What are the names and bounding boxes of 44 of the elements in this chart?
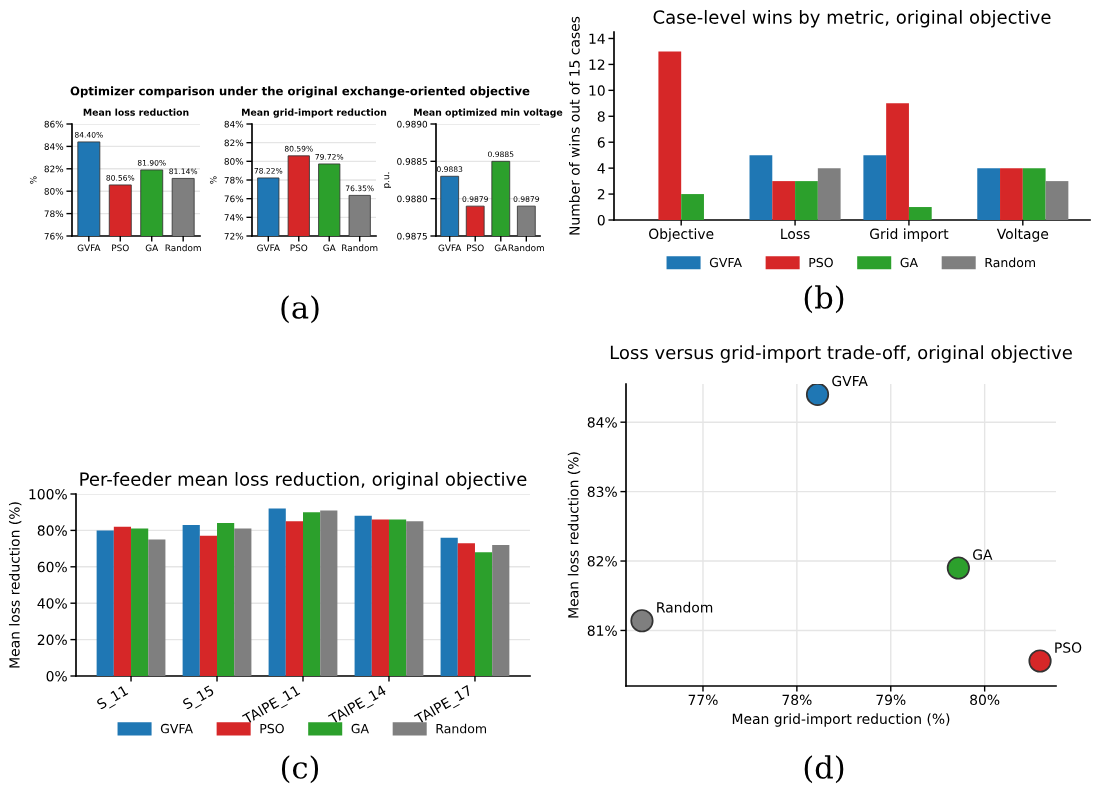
bar xyxy=(977,168,1001,220)
bar xyxy=(268,508,286,676)
bar xyxy=(199,535,218,676)
bar xyxy=(817,168,841,220)
point xyxy=(1028,649,1052,673)
text: (a) xyxy=(281,295,319,324)
bar xyxy=(1045,181,1069,220)
bar xyxy=(131,528,149,676)
bar xyxy=(354,515,372,676)
point xyxy=(630,609,654,633)
text: (c) xyxy=(281,755,319,784)
bar xyxy=(148,539,166,676)
bar xyxy=(217,523,235,676)
bar xyxy=(182,524,200,676)
bar xyxy=(457,543,475,676)
bar xyxy=(749,155,773,220)
bar xyxy=(320,510,338,676)
chart-title: Per-feeder mean loss reduction, original objective xyxy=(80,471,527,490)
bar xyxy=(863,155,887,220)
bar xyxy=(908,207,932,220)
bar xyxy=(303,512,321,676)
chart-title: Case-level wins by metric, original objective xyxy=(653,9,1051,28)
bar xyxy=(440,537,458,676)
point xyxy=(805,384,830,407)
text: (d) xyxy=(804,755,844,784)
bar xyxy=(1000,168,1023,220)
bar xyxy=(113,526,132,676)
point xyxy=(946,556,970,580)
text: (b) xyxy=(804,285,844,314)
bar xyxy=(371,519,389,676)
bar xyxy=(474,552,493,676)
bar xyxy=(388,519,407,676)
bar xyxy=(772,181,796,220)
bar xyxy=(96,530,114,676)
bar xyxy=(285,521,303,676)
bar xyxy=(1022,168,1046,220)
bar xyxy=(886,103,909,220)
bar xyxy=(406,521,424,676)
bar xyxy=(681,194,704,220)
chart-title: Loss versus grid-import trade-off, original objective xyxy=(610,345,1072,363)
bar xyxy=(492,544,510,676)
bar xyxy=(234,528,252,676)
bar xyxy=(795,181,818,220)
bar xyxy=(658,51,682,220)
